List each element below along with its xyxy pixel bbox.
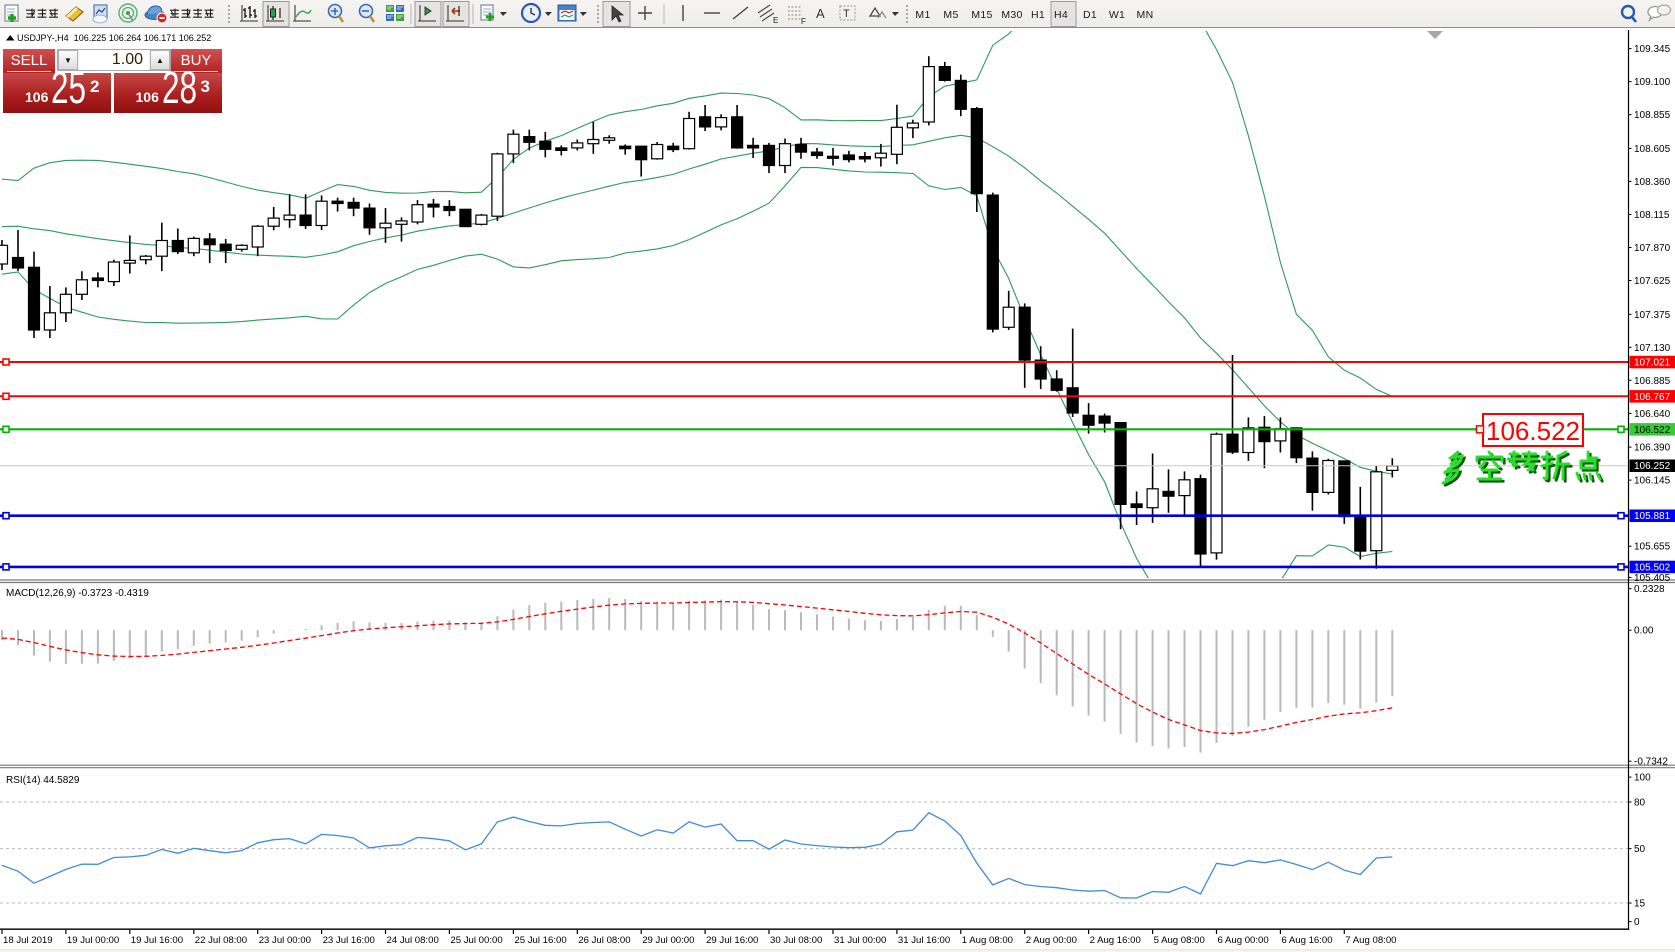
svg-text:M30: M30 <box>1001 9 1022 21</box>
svg-text:107.375: 107.375 <box>1634 310 1671 321</box>
svg-text:105.655: 105.655 <box>1634 542 1671 553</box>
svg-text:A: A <box>816 6 825 21</box>
svg-text:108.115: 108.115 <box>1634 210 1670 221</box>
svg-text:1 Aug 08:00: 1 Aug 08:00 <box>962 935 1013 946</box>
svg-text:0.2328: 0.2328 <box>1634 584 1665 595</box>
svg-text:30 Jul 08:00: 30 Jul 08:00 <box>770 935 822 946</box>
svg-text:105.405: 105.405 <box>1634 573 1671 584</box>
svg-text:106.145: 106.145 <box>1634 476 1671 487</box>
svg-text:50: 50 <box>1634 844 1646 855</box>
svg-text:107.130: 107.130 <box>1634 343 1671 354</box>
svg-text:100: 100 <box>1634 773 1651 784</box>
svg-text:25 Jul 16:00: 25 Jul 16:00 <box>514 935 566 946</box>
svg-text:109.345: 109.345 <box>1634 44 1671 55</box>
svg-text:31 Jul 00:00: 31 Jul 00:00 <box>834 935 886 946</box>
svg-text:107.870: 107.870 <box>1634 243 1671 254</box>
svg-text:0: 0 <box>1634 917 1640 928</box>
svg-text:29 Jul 16:00: 29 Jul 16:00 <box>706 935 758 946</box>
svg-text:15: 15 <box>1634 899 1646 910</box>
svg-text:E: E <box>773 16 778 25</box>
svg-text:M15: M15 <box>971 9 992 21</box>
svg-text:H1: H1 <box>1031 9 1045 21</box>
svg-text:23 Jul 16:00: 23 Jul 16:00 <box>323 935 375 946</box>
svg-text:109.100: 109.100 <box>1634 77 1671 88</box>
svg-text:106.640: 106.640 <box>1634 409 1671 420</box>
svg-text:106.522: 106.522 <box>1486 416 1580 446</box>
svg-text:107.021: 107.021 <box>1634 358 1671 369</box>
svg-text:105.881: 105.881 <box>1634 511 1671 522</box>
svg-text:T: T <box>843 8 850 20</box>
svg-text:26 Jul 08:00: 26 Jul 08:00 <box>578 935 630 946</box>
svg-text:108.855: 108.855 <box>1634 110 1671 121</box>
svg-text:19 Jul 16:00: 19 Jul 16:00 <box>131 935 183 946</box>
svg-text:RSI(14) 44.5829: RSI(14) 44.5829 <box>6 775 80 786</box>
svg-text:106.767: 106.767 <box>1634 392 1671 403</box>
svg-text:USDJPY-,H4 106.225 106.264 10: USDJPY-,H4 106.225 106.264 106.171 106.2… <box>17 33 211 43</box>
svg-text:7 Aug 08:00: 7 Aug 08:00 <box>1345 935 1396 946</box>
svg-text:5 Aug 08:00: 5 Aug 08:00 <box>1154 935 1205 946</box>
svg-text:106.522: 106.522 <box>1634 425 1671 436</box>
svg-text:22 Jul 08:00: 22 Jul 08:00 <box>195 935 247 946</box>
svg-text:106.252: 106.252 <box>1634 461 1671 472</box>
svg-text:MACD(12,26,9) -0.3723 -0.4319: MACD(12,26,9) -0.3723 -0.4319 <box>6 588 149 599</box>
svg-text:106.390: 106.390 <box>1634 443 1671 454</box>
svg-text:108.360: 108.360 <box>1634 177 1671 188</box>
svg-text:107.625: 107.625 <box>1634 276 1671 287</box>
svg-text:MN: MN <box>1137 9 1154 21</box>
svg-text:M1: M1 <box>915 9 930 21</box>
svg-text:2 Aug 16:00: 2 Aug 16:00 <box>1090 935 1141 946</box>
svg-text:24 Jul 08:00: 24 Jul 08:00 <box>387 935 439 946</box>
svg-text:M5: M5 <box>943 9 958 21</box>
svg-text:19 Jul 00:00: 19 Jul 00:00 <box>67 935 119 946</box>
svg-text:106.885: 106.885 <box>1634 376 1671 387</box>
svg-text:-0.7342: -0.7342 <box>1634 757 1668 768</box>
svg-text:29 Jul 00:00: 29 Jul 00:00 <box>642 935 694 946</box>
svg-text:6 Aug 16:00: 6 Aug 16:00 <box>1281 935 1332 946</box>
svg-text:6 Aug 00:00: 6 Aug 00:00 <box>1218 935 1269 946</box>
svg-text:23 Jul 00:00: 23 Jul 00:00 <box>259 935 311 946</box>
svg-text:105.502: 105.502 <box>1634 562 1671 573</box>
svg-text:D1: D1 <box>1083 9 1097 21</box>
svg-text:31 Jul 16:00: 31 Jul 16:00 <box>898 935 950 946</box>
svg-text:18 Jul 2019: 18 Jul 2019 <box>3 935 53 946</box>
svg-text:108.605: 108.605 <box>1634 144 1671 155</box>
svg-text:F: F <box>801 17 806 26</box>
svg-text:80: 80 <box>1634 798 1646 809</box>
svg-text:W1: W1 <box>1109 9 1125 21</box>
svg-text:H4: H4 <box>1054 9 1068 21</box>
svg-text:0.00: 0.00 <box>1634 626 1654 637</box>
svg-text:25 Jul 00:00: 25 Jul 00:00 <box>450 935 502 946</box>
svg-text:2 Aug 00:00: 2 Aug 00:00 <box>1026 935 1077 946</box>
